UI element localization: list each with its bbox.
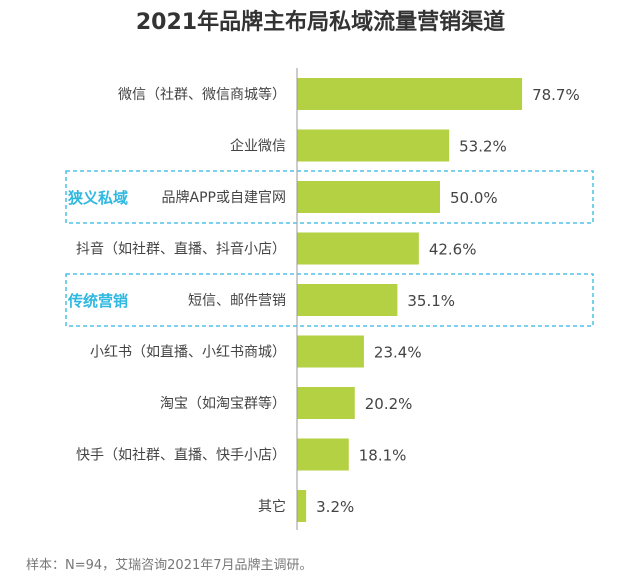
category-label: 快手（如社群、直播、快手小店） [76,447,286,464]
data-label: 53.2% [459,138,507,156]
data-label: 35.1% [407,292,455,310]
bar [297,181,440,213]
annotation-box [65,170,594,224]
data-label: 23.4% [374,344,422,362]
bar [297,387,355,419]
category-label: 淘宝（如淘宝群等） [160,395,286,412]
annotation-label: 传统营销 [67,292,128,310]
category-label: 小红书（如直播、小红书商城） [90,344,286,361]
data-label: 18.1% [359,447,407,465]
category-label: 微信（社群、微信商城等） [118,86,286,103]
data-label: 3.2% [316,498,354,516]
category-label: 企业微信 [230,138,286,155]
annotation-label: 狭义私域 [67,189,128,207]
bar [297,438,349,471]
footnote: 样本：N=94，艾瑞咨询2021年7月品牌主调研。 [26,558,313,573]
bar [297,232,419,265]
annotation-box [65,273,594,327]
bar [297,490,307,522]
category-label: 品牌APP或自建官网 [162,189,286,206]
data-label: 20.2% [365,395,413,413]
data-label: 50.0% [450,189,498,207]
bar [297,78,523,110]
bar [297,335,364,368]
category-label: 抖音（如社群、直播、抖音小店） [76,241,286,258]
chart-title: 2021年品牌主布局私域流量营销渠道 [135,10,506,35]
data-label: 78.7% [532,86,580,104]
bar [297,129,450,162]
bar [297,284,398,316]
category-label: 其它 [258,498,286,515]
category-label: 短信、邮件营销 [188,293,286,309]
data-label: 42.6% [429,241,477,259]
